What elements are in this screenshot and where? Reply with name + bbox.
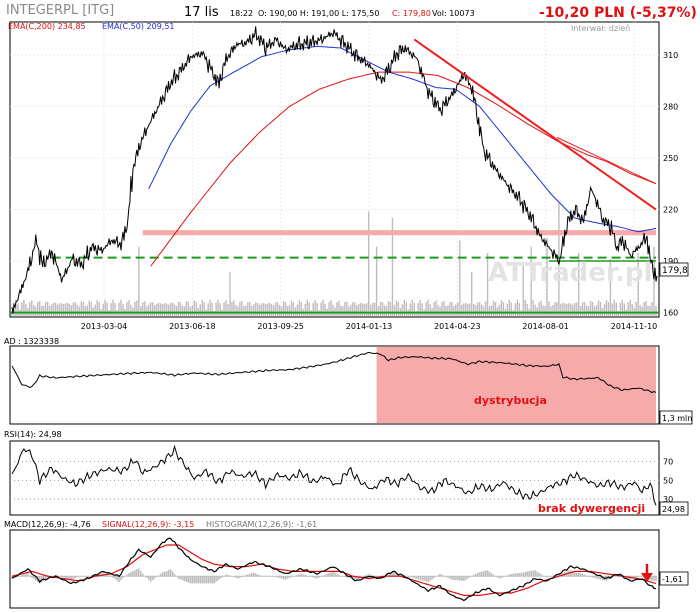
price-y-tick-label: 220 xyxy=(663,206,678,215)
price-x-tick-label: 2014-11-10 xyxy=(611,322,658,331)
header: INTEGERPL [ITG] 17 lis 18:22 O: 190,00 H… xyxy=(6,3,697,31)
downtrend-line xyxy=(413,38,657,211)
resistance-zone xyxy=(142,230,656,236)
price-y-ticks: 160 190 220 250 280 310 xyxy=(663,51,678,318)
distribution-zone xyxy=(376,347,656,423)
no-divergence-annotation: brak dywergencji xyxy=(538,502,645,515)
price-x-tick-label: 2014-01-13 xyxy=(346,322,393,331)
rsi-level-label: 70 xyxy=(663,458,673,467)
price-y-tick-label: 310 xyxy=(663,51,678,60)
ticker-title: INTEGERPL [ITG] xyxy=(6,3,114,18)
price-x-ticks: 2013-03-04 2013-06-18 2013-09-25 2014-01-13… xyxy=(81,322,658,331)
downtrend-line-secondary xyxy=(556,136,657,185)
distribution-annotation: dystrybucja xyxy=(474,394,547,407)
change-label: -10,20 PLN (-5,37%) xyxy=(539,5,697,21)
legend-ema200: EMA(C,200) 234,85 xyxy=(8,22,86,31)
price-x-tick-label: 2014-04-23 xyxy=(434,322,481,331)
legend-ema50: EMA(C,50) 209,51 xyxy=(102,22,175,31)
down-arrow-icon xyxy=(641,564,653,582)
rsi-plot-area xyxy=(9,440,660,516)
volume-bars xyxy=(11,202,657,316)
rsi-last-value: 24,98 xyxy=(662,505,685,514)
histogram-legend: HISTOGRAM(12,26,9): -1,61 xyxy=(206,520,317,529)
macd-legend: MACD(12,26,9): -4,76 xyxy=(4,520,91,529)
price-x-tick-label: 2014-08-01 xyxy=(522,322,569,331)
macd-last-value-box: -1,61 xyxy=(659,571,689,586)
ohlc-label: O: 190,00 H: 191,00 L: 175,50 xyxy=(258,9,379,18)
rsi-level-label: 30 xyxy=(663,495,673,504)
rsi-panel: 30 50 70 RSI(14): 24,98 brak dywergencji 2… xyxy=(4,430,689,516)
ad-last-value: 1,3 mln xyxy=(662,414,692,423)
macd-panel: MACD(12,26,9): -4,76 SIGNAL(12,26,9): -3… xyxy=(4,520,689,609)
price-last-value-box: 179,8 xyxy=(659,262,689,277)
macd-plot-area xyxy=(9,529,660,609)
rsi-levels: 30 50 70 xyxy=(10,458,673,504)
price-y-tick-label: 250 xyxy=(663,154,678,163)
ema200-line xyxy=(150,71,657,267)
signal-legend: SIGNAL(12,26,9): -3,15 xyxy=(102,520,194,529)
watermark: ATTrader.pl xyxy=(488,258,652,288)
ad-last-value-box: 1,3 mln xyxy=(659,410,693,425)
price-y-tick-label: 160 xyxy=(663,309,678,318)
ad-line xyxy=(11,351,657,394)
price-line xyxy=(11,26,658,314)
date-label: 17 lis xyxy=(184,5,219,20)
ad-panel: AD : 1323338 dystrybucja 1,3 mln xyxy=(4,337,693,425)
rsi-legend: RSI(14): 24,98 xyxy=(4,430,62,439)
time-label: 18:22 xyxy=(230,9,253,18)
rsi-last-value-box: 24,98 xyxy=(659,501,689,516)
price-plot-area xyxy=(9,21,660,318)
price-x-tick-label: 2013-09-25 xyxy=(257,322,304,331)
rsi-level-label: 50 xyxy=(663,476,673,485)
price-y-tick-label: 190 xyxy=(663,257,678,266)
price-y-tick-label: 280 xyxy=(663,102,678,111)
interval-label: Interwał: dzień xyxy=(571,24,630,33)
price-x-tick-label: 2013-03-04 xyxy=(81,322,128,331)
ad-legend: AD : 1323338 xyxy=(4,337,59,346)
close-label: C: 179,80 xyxy=(392,9,431,18)
price-last-value: 179,8 xyxy=(662,266,688,276)
price-x-tick-label: 2013-06-18 xyxy=(169,322,216,331)
volume-label: Vol: 10073 xyxy=(432,9,475,18)
rsi-line xyxy=(11,444,657,506)
macd-line xyxy=(11,537,657,602)
macd-last-value: -1,61 xyxy=(662,575,683,584)
